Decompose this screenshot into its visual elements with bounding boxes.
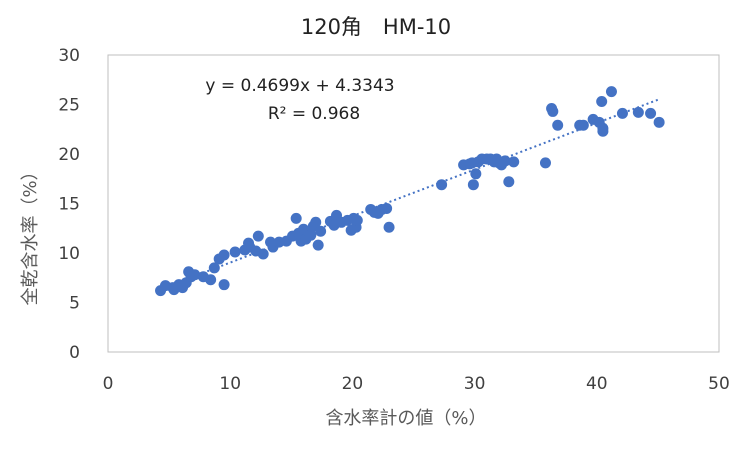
x-tick-label: 40 (586, 374, 608, 394)
x-tick-label: 30 (464, 374, 486, 394)
data-point (503, 176, 515, 188)
data-point (383, 221, 395, 233)
data-point (616, 107, 628, 119)
data-point (436, 179, 448, 191)
x-tick-label: 50 (708, 374, 730, 394)
data-point (632, 106, 644, 118)
x-tick-label: 20 (342, 374, 364, 394)
data-point (189, 269, 201, 281)
data-point (305, 229, 317, 241)
x-axis-label: 含水率計の値（%） (325, 408, 486, 429)
data-point (508, 156, 520, 168)
data-point (351, 214, 363, 226)
data-point (310, 216, 322, 228)
data-point (577, 119, 589, 131)
y-tick-label: 30 (58, 46, 80, 66)
y-axis-label: 全乾含水率（%） (20, 162, 41, 305)
data-point (499, 155, 511, 167)
data-point (605, 86, 617, 98)
data-point (552, 119, 564, 131)
data-point (596, 96, 608, 108)
data-point (252, 230, 264, 242)
y-tick-label: 15 (58, 195, 80, 215)
y-tick-label: 20 (58, 145, 80, 165)
r-squared-label: R² = 0.968 (268, 104, 360, 124)
data-points (155, 86, 665, 297)
data-point (597, 122, 609, 134)
data-point (208, 262, 220, 274)
chart-title: 120角 HM-10 (301, 15, 451, 39)
data-point (547, 105, 559, 117)
trendline (160, 98, 660, 291)
data-point (381, 202, 393, 214)
data-point (218, 279, 230, 291)
data-point (645, 107, 657, 119)
data-point (290, 212, 302, 224)
x-tick-label: 0 (103, 374, 114, 394)
axis-ticks: 0 10 20 30 40 50 0 5 10 15 20 25 30 (58, 46, 729, 394)
data-point (205, 274, 217, 286)
data-point (467, 179, 479, 191)
data-point (312, 239, 324, 251)
data-point (257, 248, 269, 260)
y-tick-label: 5 (69, 294, 80, 314)
y-tick-label: 0 (69, 343, 80, 363)
data-point (315, 225, 327, 237)
x-tick-label: 10 (219, 374, 241, 394)
y-tick-label: 10 (58, 244, 80, 264)
data-point (539, 157, 551, 169)
data-point (229, 246, 241, 258)
data-point (653, 116, 665, 128)
data-point (470, 168, 482, 180)
data-point (218, 249, 230, 261)
plot-frame (107, 54, 720, 353)
plot-area (107, 54, 720, 353)
trendline-path (160, 98, 660, 291)
trendline-equation: y = 0.4699x + 4.3343 (205, 76, 394, 96)
y-tick-label: 25 (58, 96, 80, 116)
